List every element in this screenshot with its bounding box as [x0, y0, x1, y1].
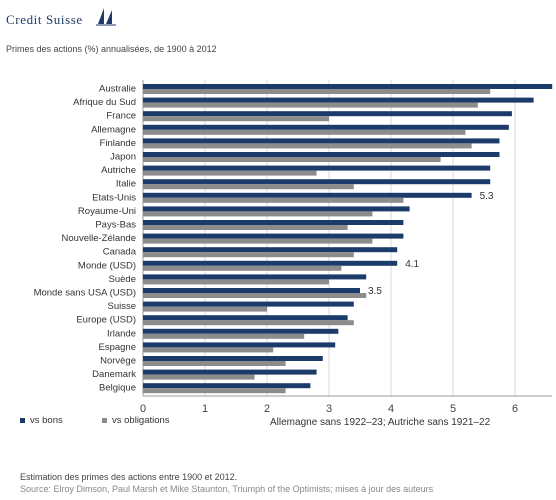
bar-vs-obligations [143, 265, 342, 271]
bar-vs-bons [143, 383, 311, 389]
bar-vs-bons [143, 233, 404, 239]
bar-vs-bons [143, 342, 336, 348]
category-label: Europe (USD) [76, 315, 136, 326]
bar-vs-obligations [143, 170, 317, 176]
bar-vs-obligations [143, 333, 305, 339]
category-label: France [106, 111, 136, 122]
category-label: Finlande [100, 138, 136, 149]
category-label: Suède [109, 274, 136, 285]
category-label: Allemagne [91, 124, 136, 135]
bar-vs-obligations [143, 320, 354, 326]
data-label: 4.1 [405, 259, 419, 270]
sails-icon [96, 8, 116, 26]
bar-vs-bons [143, 165, 491, 171]
bar-vs-bons [143, 179, 491, 185]
category-label: Italie [116, 179, 136, 190]
bar-vs-obligations [143, 143, 472, 149]
category-label: Suisse [107, 301, 136, 312]
bar-vs-obligations [143, 184, 354, 190]
bar-vs-bons [143, 369, 317, 375]
category-label: Japon [110, 152, 136, 163]
legend-swatch [102, 418, 107, 423]
category-label: Etats-Unis [92, 192, 136, 203]
category-label: Pays-Bas [95, 220, 136, 231]
category-label: Afrique du Sud [73, 97, 136, 108]
source-note: Source: Elroy Dimson, Paul Marsh et Mike… [20, 484, 434, 494]
credit-suisse-logo: Credit Suisse [6, 6, 136, 32]
bar-vs-bons [143, 328, 339, 334]
bar-vs-bons [143, 315, 348, 321]
bar-vs-obligations [143, 388, 286, 394]
bar-vs-bons [143, 138, 500, 144]
bar-vs-bons [143, 84, 553, 89]
legend-label: vs bons [30, 415, 63, 426]
category-label: Monde (USD) [78, 260, 136, 271]
bar-vs-bons [143, 206, 410, 212]
bar-vs-obligations [143, 279, 329, 285]
bar-vs-obligations [143, 374, 255, 380]
data-label: 5.3 [480, 191, 494, 202]
bar-vs-obligations [143, 293, 367, 298]
bar-vs-obligations [143, 252, 354, 258]
bar-vs-obligations [143, 129, 466, 135]
category-label: Irlande [107, 328, 136, 339]
category-label: Canada [103, 247, 137, 258]
category-label: Norvège [100, 356, 136, 367]
footnote: Estimation des primes des actions entre … [20, 472, 238, 482]
bar-vs-bons [143, 111, 512, 117]
bar-vs-obligations [143, 347, 274, 353]
bar-vs-obligations [143, 238, 373, 244]
bar-vs-obligations [143, 157, 441, 162]
x-tick-label: 1 [202, 403, 208, 415]
logo-text: Credit Suisse [6, 12, 83, 27]
x-tick-label: 2 [264, 403, 270, 415]
bar-vs-bons [143, 220, 404, 225]
bar-vs-bons [143, 97, 534, 103]
bar-vs-bons [143, 288, 360, 293]
chart-note: Allemagne sans 1922–23; Autriche sans 19… [270, 417, 491, 428]
bar-vs-bons [143, 260, 398, 266]
bar-vs-bons [143, 247, 398, 253]
x-tick-label: 6 [512, 403, 518, 415]
bar-vs-obligations [143, 211, 373, 217]
bar-vs-bons [143, 124, 509, 130]
category-label: Australie [99, 84, 136, 95]
category-label: Royaume-Uni [78, 206, 136, 217]
category-label: Danemark [92, 369, 136, 380]
x-tick-label: 0 [140, 403, 146, 415]
bar-vs-bons [143, 301, 354, 307]
bar-vs-obligations [143, 197, 404, 203]
bar-vs-obligations [143, 89, 491, 94]
category-label: Nouvelle-Zélande [62, 233, 136, 244]
legend-label: vs obligations [112, 415, 170, 426]
x-tick-label: 5 [450, 403, 456, 415]
x-tick-label: 3 [326, 403, 332, 415]
bar-vs-obligations [143, 306, 267, 312]
bar-vs-obligations [143, 361, 286, 366]
category-label: Espagne [98, 342, 136, 353]
x-tick-label: 4 [388, 403, 394, 415]
bar-vs-obligations [143, 116, 329, 122]
bar-vs-bons [143, 274, 367, 280]
bar-vs-bons [143, 192, 472, 198]
bar-vs-bons [143, 152, 500, 157]
category-label: Belgique [99, 383, 136, 394]
bar-vs-bons [143, 356, 323, 361]
category-label: Monde sans USA (USD) [34, 288, 136, 299]
chart-subtitle: Primes des actions (%) annualisées, de 1… [6, 44, 217, 54]
bar-vs-obligations [143, 225, 348, 230]
bar-vs-obligations [143, 102, 478, 108]
category-label: Autriche [101, 165, 136, 176]
data-label: 3.5 [368, 286, 382, 297]
legend-swatch [20, 418, 25, 423]
